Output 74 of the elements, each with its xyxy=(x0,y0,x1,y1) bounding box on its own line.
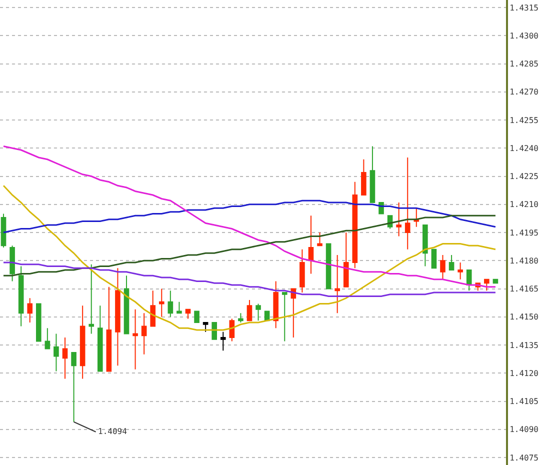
candlestick xyxy=(36,303,42,342)
candlestick xyxy=(290,288,296,338)
candlestick xyxy=(256,303,261,322)
y-tick-label: 1.4225 xyxy=(510,172,539,182)
y-tick-label: 1.4150 xyxy=(510,312,539,322)
candlestick xyxy=(440,254,446,280)
y-tick-label: 1.4135 xyxy=(510,340,539,350)
y-tick-label: 1.4075 xyxy=(510,453,539,462)
candlestick xyxy=(141,312,147,355)
candlestick xyxy=(168,290,174,318)
line-series xyxy=(2,184,496,331)
candlestick xyxy=(308,215,314,274)
candlestick xyxy=(202,322,208,332)
candlestick xyxy=(88,264,94,334)
line-series xyxy=(2,262,496,297)
y-tick-label: 1.4255 xyxy=(510,116,539,125)
candlestick xyxy=(352,181,358,269)
candlestick xyxy=(115,268,120,366)
candlestick xyxy=(466,270,472,292)
candlestick xyxy=(273,280,278,329)
candlestick xyxy=(361,158,366,196)
candlestick xyxy=(80,305,86,380)
candlestick xyxy=(326,243,332,290)
candlestick xyxy=(422,224,428,267)
candlestick xyxy=(27,298,33,323)
candlestick xyxy=(414,208,420,228)
y-tick-label: 1.4210 xyxy=(510,200,539,210)
candlestick xyxy=(0,213,6,248)
candlestick xyxy=(124,275,130,334)
candlestick xyxy=(10,245,15,282)
candlestick xyxy=(484,278,490,292)
candlestick xyxy=(246,300,252,322)
y-tick-label: 1.4240 xyxy=(510,144,539,153)
candlestick xyxy=(44,328,50,350)
candlestick xyxy=(176,301,182,314)
candlestick xyxy=(396,202,402,237)
y-tick-label: 1.4165 xyxy=(510,284,539,294)
candlestick xyxy=(97,305,103,372)
candlestick xyxy=(54,333,59,372)
candlestick xyxy=(343,232,349,288)
candlestick xyxy=(220,331,226,352)
candlestick xyxy=(18,266,24,327)
y-tick-label: 1.4285 xyxy=(510,60,539,69)
line-series xyxy=(2,200,496,234)
candlestick xyxy=(150,290,156,327)
candlestick xyxy=(62,337,68,380)
candlestick xyxy=(370,146,376,203)
candlestick xyxy=(300,248,305,293)
candlestick xyxy=(448,254,454,270)
candlestick xyxy=(158,288,164,318)
y-tick-label: 1.4270 xyxy=(510,88,539,97)
y-tick-label: 1.4105 xyxy=(510,397,539,406)
candlestick xyxy=(132,308,138,370)
candlestick xyxy=(334,254,340,314)
line-series xyxy=(2,146,496,288)
candlestick xyxy=(431,248,437,269)
line-series xyxy=(2,214,496,276)
y-tick-label: 1.4315 xyxy=(510,3,539,12)
candlestick xyxy=(404,157,410,250)
candlestick xyxy=(282,292,288,342)
candlestick xyxy=(106,286,112,372)
candlestick xyxy=(317,232,322,246)
candlestick xyxy=(212,322,217,340)
y-tick-label: 1.4180 xyxy=(510,256,539,266)
candlestick xyxy=(238,312,244,323)
y-tick-label: 1.4195 xyxy=(510,228,539,238)
y-tick-label: 1.4120 xyxy=(510,368,539,378)
annotation: 1.4094 xyxy=(98,427,128,436)
y-tick-label: 1.4300 xyxy=(510,31,539,40)
candlestick xyxy=(194,310,200,323)
y-tick-label: 1.4090 xyxy=(510,425,539,434)
candlestick xyxy=(458,262,463,280)
candlestick xyxy=(71,352,76,422)
candlestick xyxy=(185,308,191,320)
